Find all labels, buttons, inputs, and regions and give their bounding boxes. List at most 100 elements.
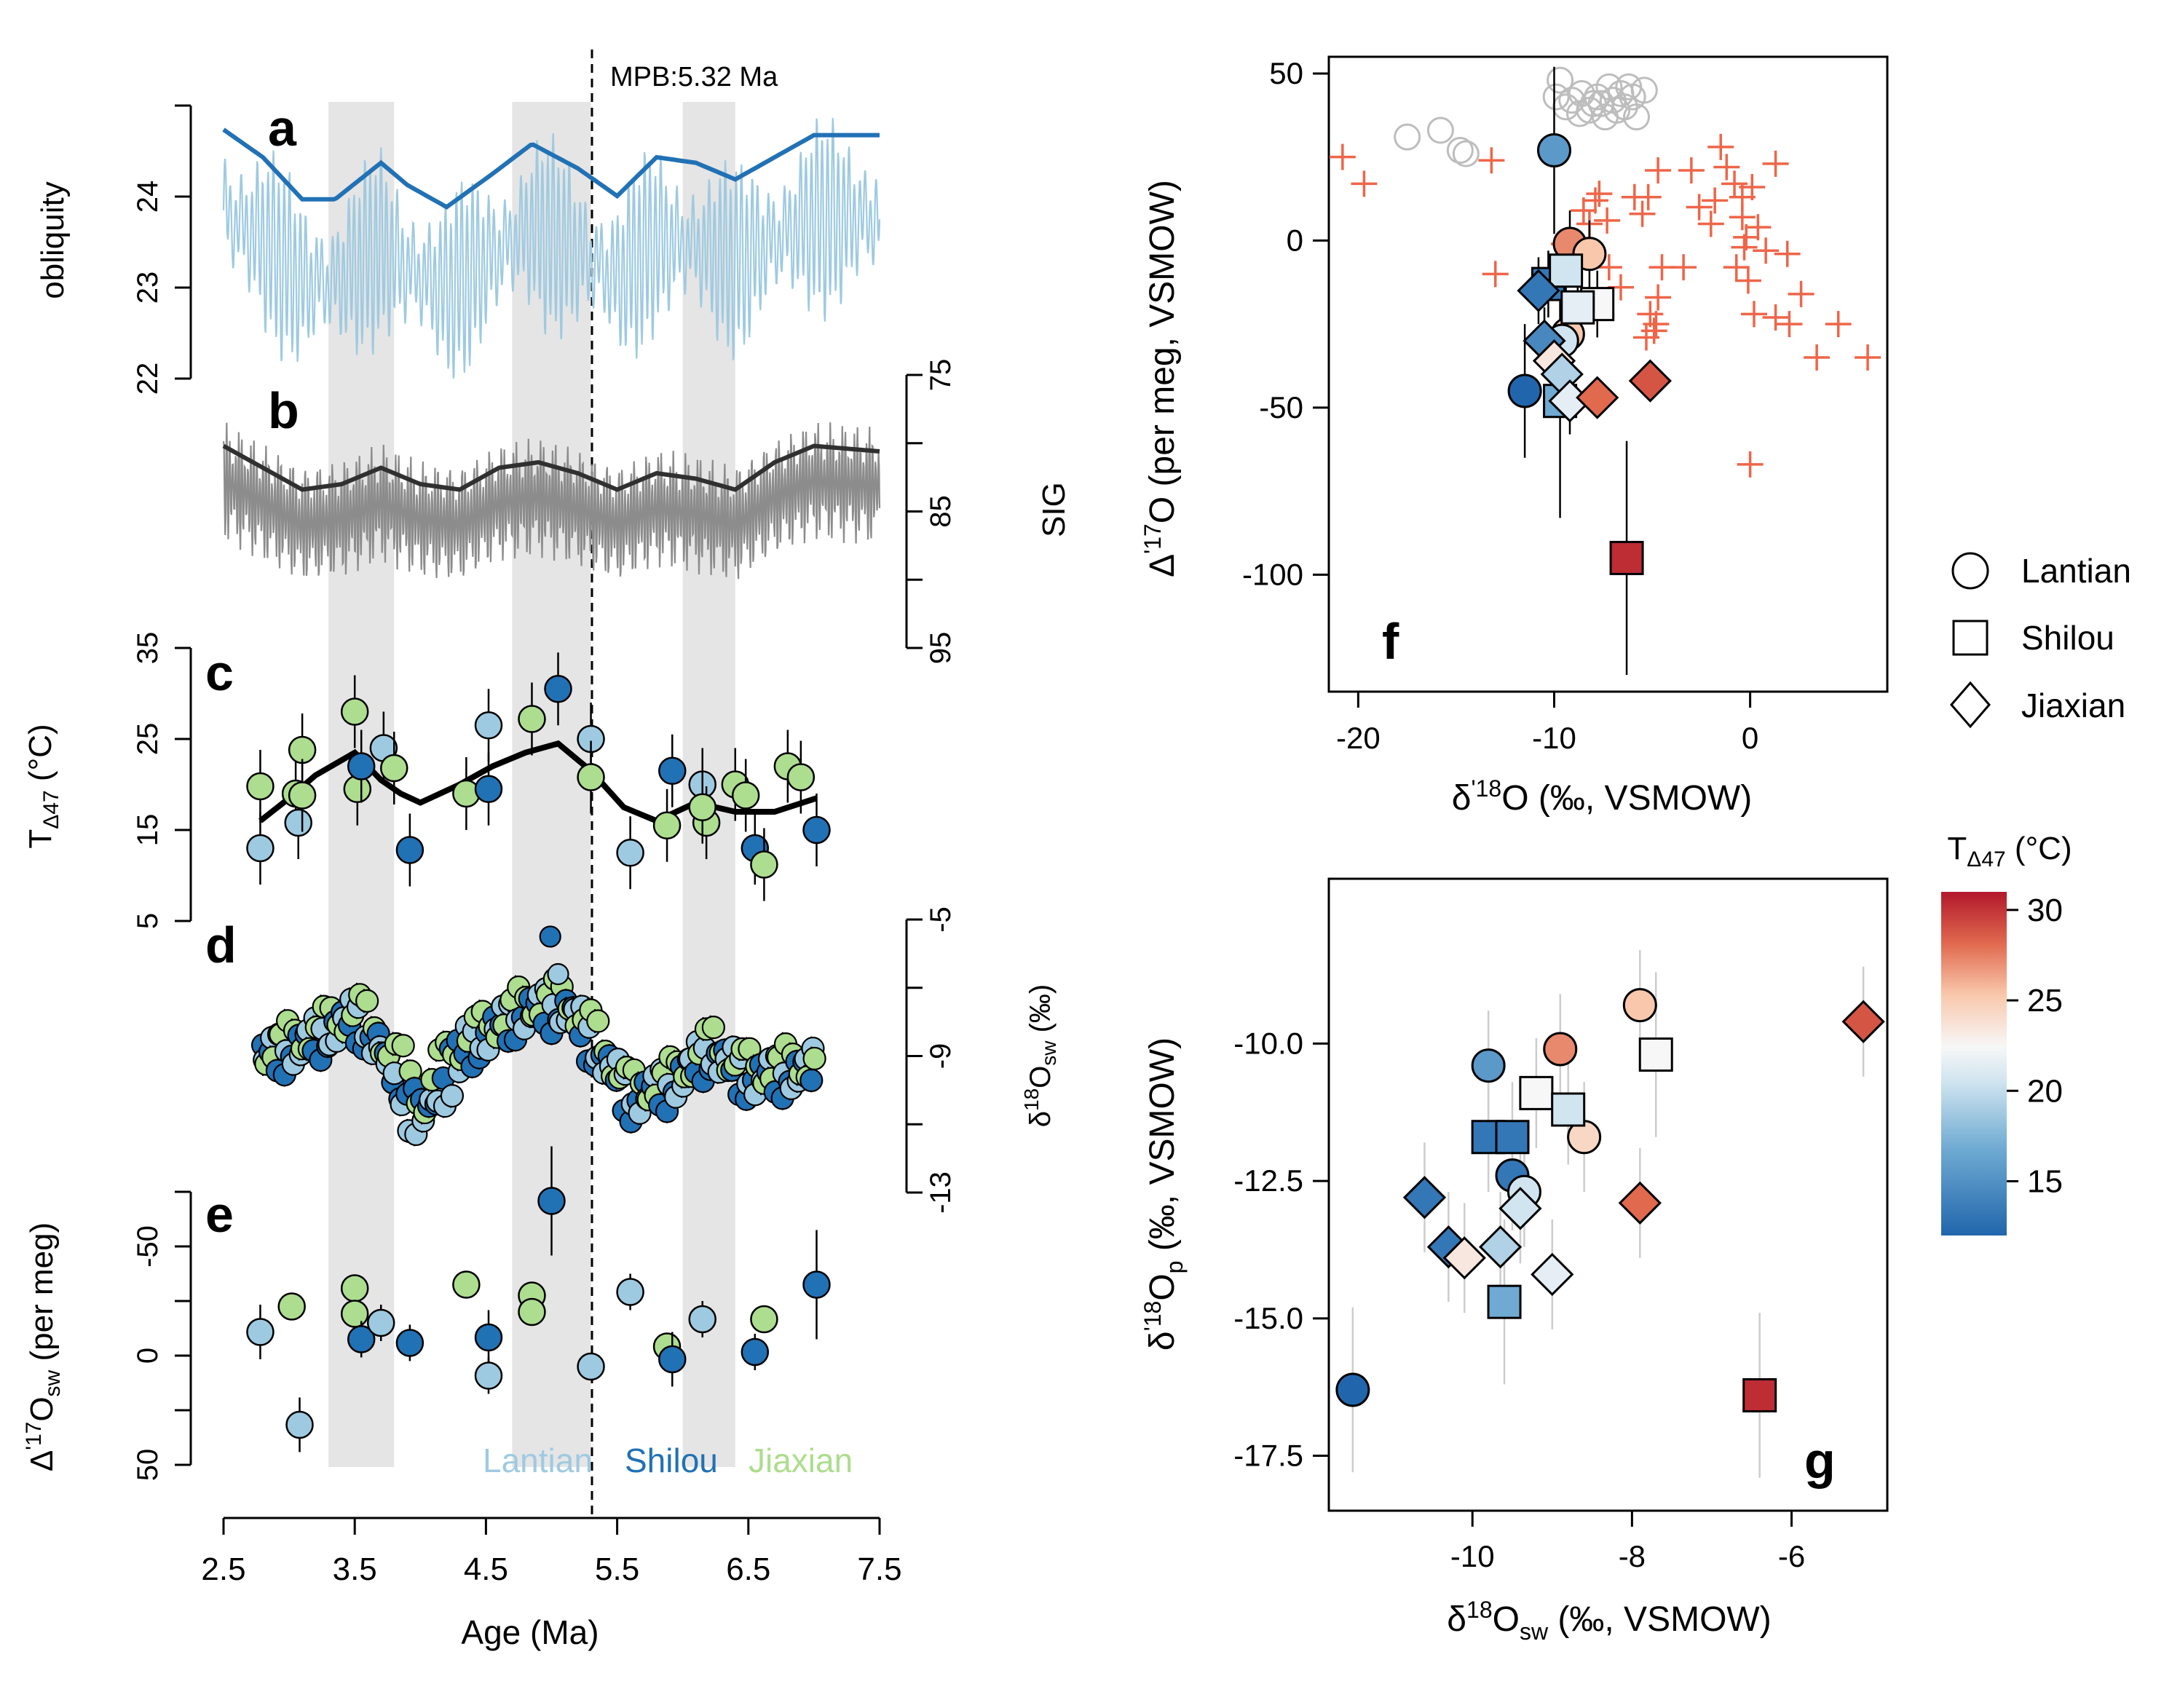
reference-cross bbox=[1731, 234, 1758, 261]
d18osw-axis: -13 -9 -5 bbox=[905, 906, 957, 1214]
axis-tick-label: 50 bbox=[132, 1449, 164, 1482]
reference-cross bbox=[1739, 173, 1766, 200]
g-y-tick-label: -15.0 bbox=[1233, 1301, 1303, 1335]
sample-marker-g-lantian bbox=[1543, 1032, 1578, 1067]
sig-axis-title: SIG bbox=[1036, 482, 1072, 537]
d18osw-point-jiaxian bbox=[355, 989, 379, 1013]
temp-point-lantian bbox=[246, 834, 275, 863]
sample-marker-g-jiaxian bbox=[1841, 1000, 1885, 1043]
temp-point-shilou bbox=[544, 675, 572, 703]
d17osw-points bbox=[246, 1146, 831, 1452]
d17-point-jiaxian bbox=[340, 1300, 369, 1328]
sig-smoothed-line bbox=[222, 443, 880, 492]
f-x-tick-label: -20 bbox=[1336, 721, 1381, 755]
g-y-tick-label: -12.5 bbox=[1233, 1163, 1303, 1198]
d18osw-points bbox=[250, 925, 826, 1147]
panel-g-frame bbox=[1327, 877, 1889, 1512]
d18osw-point-jiaxian bbox=[701, 1016, 725, 1040]
colorbar-tick-label: 15 bbox=[2027, 1163, 2063, 1199]
reference-cross bbox=[1635, 183, 1662, 210]
panel-b-sig: 95 85 75 b SIG bbox=[222, 359, 1072, 665]
reference-cross bbox=[1686, 194, 1713, 221]
reference-circle bbox=[1542, 83, 1570, 111]
temperature-axis-title: TΔ47 (°C) bbox=[23, 724, 63, 848]
sample-marker-g-jiaxian bbox=[1478, 1225, 1523, 1269]
axis-tick-label: -50 bbox=[132, 1225, 164, 1268]
mpb-label: MPB:5.32 Ma bbox=[610, 62, 778, 92]
reference-cross bbox=[1713, 154, 1740, 181]
age-tick-label: 4.5 bbox=[464, 1551, 508, 1587]
reference-cross bbox=[1351, 170, 1378, 197]
sample-marker-f-jiaxian bbox=[1628, 359, 1672, 403]
temp-point-jiaxian bbox=[750, 850, 778, 879]
reference-circle bbox=[1452, 140, 1480, 167]
d17-point-jiaxian bbox=[277, 1292, 306, 1321]
colorbar bbox=[1941, 892, 2007, 1235]
reference-cross bbox=[1629, 200, 1656, 227]
panel-label-a: a bbox=[268, 100, 297, 157]
temp-point-jiaxian bbox=[380, 754, 408, 783]
panel-g-axes: -10 -8 -6 -10.0 -12.5 -15.0 -17.5 bbox=[1233, 1026, 1805, 1573]
sample-marker-f-shilou bbox=[1549, 253, 1584, 288]
temp-point-jiaxian bbox=[652, 811, 682, 839]
d17-point-shilou bbox=[395, 1329, 424, 1357]
panel-e-d17osw: 50 0 -50 e Δ'17Osw (per meg) Lantian Shilo… bbox=[22, 1146, 853, 1482]
legend-label-jiaxian: Jiaxian bbox=[2021, 687, 2125, 724]
temp-point-lantian bbox=[474, 711, 503, 740]
temp-point-shilou bbox=[395, 836, 424, 864]
sample-marker-f-jiaxian bbox=[1576, 376, 1619, 419]
reference-circle bbox=[1579, 90, 1607, 117]
panel-f-x-title: δ'18O (‰, VSMOW) bbox=[1452, 775, 1752, 818]
reference-cross bbox=[1729, 204, 1756, 231]
reference-circle bbox=[1394, 123, 1421, 151]
reference-data bbox=[1329, 66, 1881, 478]
temp-point-shilou bbox=[347, 752, 376, 780]
panel-label-e: e bbox=[205, 1186, 234, 1243]
f-y-tick-label: 0 bbox=[1287, 223, 1303, 257]
axis-tick-label: 85 bbox=[925, 495, 957, 528]
sample-marker-g-shilou bbox=[1551, 1092, 1586, 1127]
reference-cross bbox=[1804, 344, 1831, 371]
d17osw-axis: 50 0 -50 bbox=[132, 1190, 192, 1482]
d18osw-point-jiaxian bbox=[391, 1034, 415, 1058]
axis-tick-label: 35 bbox=[132, 632, 164, 665]
sig-axis: 95 85 75 bbox=[905, 359, 957, 665]
colorbar-tick-label: 25 bbox=[2027, 983, 2063, 1019]
sample-marker-f-jiaxian bbox=[1517, 269, 1560, 312]
d17-point-lantian bbox=[688, 1305, 716, 1334]
sample-points-g bbox=[1335, 950, 1885, 1478]
panel-g-x-title: δ18Osw (‰, VSMOW) bbox=[1447, 1597, 1771, 1645]
reference-cross bbox=[1582, 187, 1609, 214]
panel-f-y-title: Δ'17O (per meg, VSMOW) bbox=[1140, 180, 1182, 577]
axis-tick-label: 15 bbox=[132, 814, 164, 847]
age-tick-label: 3.5 bbox=[333, 1551, 377, 1587]
reference-cross bbox=[1586, 181, 1613, 207]
sig-raw-series bbox=[222, 422, 881, 580]
obliquity-smoothed-line bbox=[222, 127, 880, 210]
panel-g-y-title: δ'18Op (‰, VSMOW) bbox=[1140, 1037, 1188, 1351]
sig-raw-line bbox=[222, 422, 881, 580]
temp-point-jiaxian bbox=[343, 775, 372, 803]
obliquity-raw-series bbox=[222, 118, 881, 379]
colorbar-ticks: 30 25 20 15 bbox=[2007, 893, 2063, 1199]
reference-cross bbox=[1643, 311, 1670, 338]
d17-point-lantian bbox=[616, 1278, 644, 1306]
reference-circle bbox=[1426, 116, 1454, 144]
axis-tick-label: -5 bbox=[925, 906, 957, 933]
reference-cross bbox=[1702, 187, 1729, 214]
sample-marker-g-lantian bbox=[1622, 988, 1657, 1023]
reference-cross bbox=[1825, 311, 1852, 338]
sample-marker-f-shilou bbox=[1560, 290, 1595, 325]
sample-marker-g-lantian bbox=[1471, 1048, 1506, 1083]
axis-tick-label: 95 bbox=[925, 632, 957, 665]
legend-circle-icon bbox=[1951, 552, 1989, 590]
panel-f-frame bbox=[1327, 55, 1889, 693]
temp-point-jiaxian bbox=[288, 781, 317, 810]
obliquity-axis-title: obliquity bbox=[35, 181, 71, 298]
d17-point-shilou bbox=[802, 1270, 831, 1299]
d18osw-point-jiaxian bbox=[586, 1009, 610, 1033]
d18osw-point-shilou bbox=[799, 1068, 824, 1093]
temp-point-jiaxian bbox=[688, 793, 716, 821]
d18osw-point-lantian bbox=[440, 1083, 465, 1108]
reference-cross bbox=[1745, 214, 1772, 241]
